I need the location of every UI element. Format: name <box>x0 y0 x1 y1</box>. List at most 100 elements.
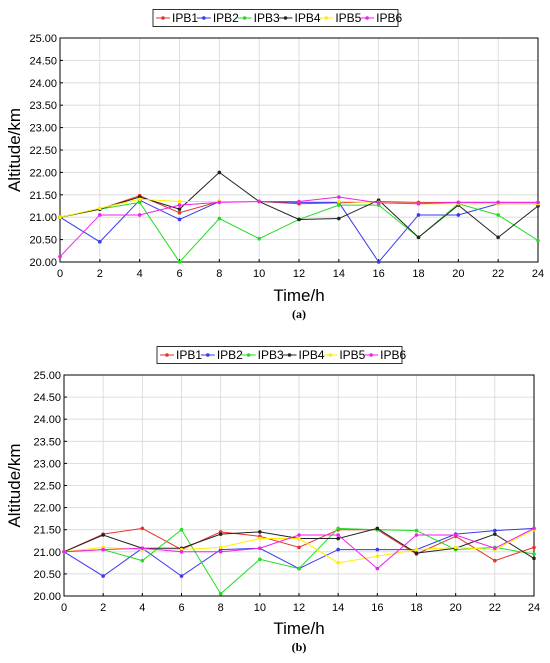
data-point <box>101 533 105 537</box>
data-point <box>456 200 461 205</box>
data-point <box>336 536 340 541</box>
data-point <box>218 545 223 550</box>
data-point <box>336 526 340 531</box>
x-tick-label: 0 <box>61 602 67 614</box>
legend-swatch-marker <box>161 16 165 20</box>
data-point <box>177 260 182 264</box>
legend-swatch-marker <box>246 353 251 357</box>
x-tick-label: 2 <box>100 602 106 614</box>
data-point <box>336 533 340 537</box>
data-point <box>297 217 301 222</box>
y-tick-label: 25.00 <box>33 370 61 382</box>
legend-item-ipb5: IPB5 <box>319 11 362 25</box>
x-axis-title: Time/h <box>273 286 324 305</box>
legend-item-ipb4: IPB4 <box>278 11 321 25</box>
x-tick-label: 18 <box>410 602 422 614</box>
data-point <box>536 238 540 243</box>
x-tick-label: 20 <box>450 602 462 614</box>
data-point <box>177 207 182 211</box>
data-point <box>58 215 62 219</box>
data-point <box>177 199 182 204</box>
legend-box <box>152 9 399 27</box>
data-point <box>217 200 222 205</box>
data-point <box>375 526 380 531</box>
legend-swatch-marker <box>202 16 206 20</box>
legend-label: IPB5 <box>335 11 361 25</box>
chart-panel-a: 20.00 20.50 21.00 21.50 22.00 22.50 23.00 23.50… <box>5 9 544 321</box>
data-point <box>376 201 381 205</box>
data-point <box>453 533 458 537</box>
x-tick-label: 22 <box>489 602 501 614</box>
y-tick-label: 22.50 <box>29 145 57 157</box>
data-point <box>177 217 182 222</box>
data-point <box>337 199 341 204</box>
legend-label: IPB6 <box>376 11 402 25</box>
data-point <box>258 546 262 551</box>
data-point <box>218 591 223 596</box>
data-point <box>416 213 421 217</box>
legend-label: IPB1 <box>172 11 198 25</box>
legend-item-ipb1: IPB1 <box>160 348 202 362</box>
y-tick-label: 21.50 <box>29 190 57 202</box>
x-tick-label: 18 <box>412 268 424 280</box>
y-tick-label: 21.00 <box>33 547 61 559</box>
data-point <box>101 574 105 578</box>
y-tick-label: 20.50 <box>29 235 57 247</box>
legend-label: IPB6 <box>380 348 406 362</box>
x-tick-label: 14 <box>333 268 345 280</box>
legend-label: IPB1 <box>176 348 202 362</box>
data-point <box>258 557 262 562</box>
y-tick-label: 23.50 <box>33 436 61 448</box>
data-point <box>414 547 419 552</box>
data-point <box>140 526 145 531</box>
legend-item-ipb1: IPB1 <box>156 11 198 25</box>
data-point <box>297 566 301 571</box>
legend-item-ipb3: IPB3 <box>241 348 284 362</box>
data-point <box>414 551 419 555</box>
series-ipb6 <box>58 195 540 259</box>
data-point <box>217 216 222 221</box>
x-tick-label: 12 <box>293 602 305 614</box>
x-tick-label: 8 <box>216 268 222 280</box>
data-point <box>493 532 497 536</box>
x-tick-label: 2 <box>97 268 103 280</box>
data-point <box>375 566 380 571</box>
data-point <box>493 546 497 551</box>
data-point <box>297 533 301 537</box>
data-point <box>416 201 421 206</box>
x-tick-label: 8 <box>218 602 224 614</box>
data-point <box>179 574 184 578</box>
y-tick-label: 24.50 <box>29 55 57 67</box>
legend-label: IPB3 <box>254 11 280 25</box>
y-tick-label: 22.00 <box>33 503 61 515</box>
data-point <box>137 213 142 217</box>
data-point <box>179 527 184 532</box>
x-tick-label: 6 <box>176 268 182 280</box>
legend-item-ipb3: IPB3 <box>237 11 280 25</box>
y-tick-label: 23.50 <box>29 100 57 112</box>
panel-label: (a) <box>292 307 306 321</box>
data-point <box>101 547 105 552</box>
data-point <box>337 195 341 199</box>
legend-box <box>156 346 403 364</box>
x-tick-label: 4 <box>139 602 145 614</box>
legend-label: IPB2 <box>217 348 243 362</box>
data-point <box>98 206 102 211</box>
x-tick-label: 6 <box>178 602 184 614</box>
data-point <box>177 203 182 207</box>
data-point <box>98 240 102 244</box>
data-point <box>416 235 421 240</box>
data-point <box>532 526 536 531</box>
x-tick-label: 14 <box>332 602 344 614</box>
y-tick-label: 22.50 <box>33 481 61 493</box>
panel-label: (b) <box>292 640 307 654</box>
x-tick-label: 0 <box>57 268 63 280</box>
y-tick-label: 21.00 <box>29 212 57 224</box>
y-tick-label: 20.00 <box>33 591 61 603</box>
data-point <box>493 528 497 533</box>
data-point <box>218 532 223 536</box>
data-point <box>257 199 261 204</box>
y-axis-title: Altitude/km <box>5 108 24 192</box>
data-point <box>179 550 184 554</box>
data-point <box>337 203 341 207</box>
